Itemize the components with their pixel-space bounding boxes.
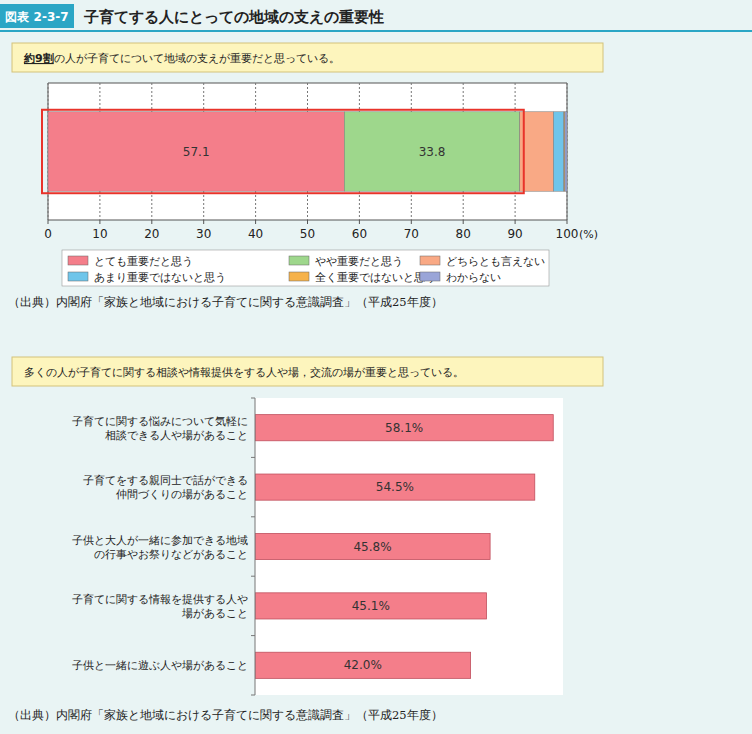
category-tick <box>251 635 255 636</box>
tick-mark <box>359 220 360 224</box>
data-label: 58.1% <box>385 421 423 435</box>
figure: 図表 2-3-7 子育てする人にとっての地域の支えの重要性約9割の人が子育てについ… <box>0 0 752 734</box>
category-axis <box>255 398 256 695</box>
tick-label: 30 <box>196 227 211 241</box>
header-title: 子育てする人にとっての地域の支えの重要性 <box>83 8 384 26</box>
tick-label: 80 <box>456 227 471 241</box>
legend-label: わからない <box>446 271 501 284</box>
subtitle: 約9割の人が子育てについて地域の支えが重要だと思っている。 <box>23 52 340 65</box>
data-label: 45.1% <box>352 599 390 613</box>
tick-mark <box>99 220 100 224</box>
data-label: 45.8% <box>353 540 391 554</box>
legend-swatch <box>68 256 88 265</box>
tick-mark <box>151 220 152 224</box>
tick-label: 90 <box>507 227 522 241</box>
bar <box>255 533 490 559</box>
legend-label: どちらとも言えない <box>446 255 545 268</box>
tick-mark <box>48 220 49 224</box>
tick-label: 10 <box>92 227 107 241</box>
legend-swatch <box>289 256 309 265</box>
data-label: 57.1 <box>183 145 210 159</box>
header-rule <box>0 30 752 32</box>
bar <box>255 652 471 678</box>
axis-label: (%) <box>579 228 598 241</box>
category-tick <box>251 398 255 399</box>
bar <box>255 593 487 619</box>
bar-segment <box>554 112 564 191</box>
highlight-frame <box>42 110 524 193</box>
legend-label: とても重要だと思う <box>94 255 193 268</box>
plot-area <box>48 83 567 220</box>
tick-mark <box>411 220 412 224</box>
tick-label: 60 <box>352 227 367 241</box>
tick-label: 20 <box>144 227 159 241</box>
category-label: 子育てに関する情報を提供する人や場があること <box>72 593 248 620</box>
tick-mark <box>203 220 204 224</box>
subtitle: 多くの人が子育てに関する相談や情報提供をする人や場，交流の場が重要と思っている。 <box>24 366 464 379</box>
source: （出典）内閣府「家族と地域における子育てに関する意識調査」（平成25年度） <box>8 708 443 722</box>
tick-mark <box>307 220 308 224</box>
tick-mark <box>255 220 256 224</box>
tick-mark <box>515 220 516 224</box>
legend-swatch <box>68 272 88 281</box>
tick-mark <box>567 220 568 224</box>
bar-segment <box>48 112 344 191</box>
header-badge <box>0 4 74 28</box>
source: （出典）内閣府「家族と地域における子育てに関する意識調査」（平成25年度） <box>8 295 443 309</box>
legend-label: やや重要だと思う <box>315 255 403 268</box>
tick-mark <box>463 220 464 224</box>
tick-label: 0 <box>44 227 52 241</box>
category-tick <box>251 695 255 696</box>
tick-label: 100 <box>556 227 579 241</box>
category-tick <box>251 516 255 517</box>
legend-swatch <box>420 256 440 265</box>
category-label: 子供と一緒に遊ぶ人や場があること <box>72 659 248 672</box>
category-label: 子供と大人が一緒に参加できる地域の行事やお祭りなどがあること <box>72 534 248 561</box>
category-label: 子育てをする親同士で話ができる仲間づくりの場があること <box>83 474 248 501</box>
subtitle-box <box>12 43 603 72</box>
marks <box>255 415 553 679</box>
tick-label: 40 <box>248 227 263 241</box>
subtitle-box <box>12 357 603 386</box>
legend-label: あまり重要ではないと思う <box>94 271 226 284</box>
data-label: 42.0% <box>344 658 382 672</box>
legend-label: 全く重要ではないと思う <box>315 271 436 284</box>
category-label: 子育てに関する悩みについて気軽に相談できる人や場があること <box>72 415 248 442</box>
marks <box>48 112 567 191</box>
legend-swatch <box>420 272 440 281</box>
legend-swatch <box>289 272 309 281</box>
tick-label: 50 <box>300 227 315 241</box>
header-label: 図表 2-3-7 <box>5 10 68 24</box>
bar-segment <box>565 112 567 191</box>
category-tick <box>251 457 255 458</box>
data-label: 33.8 <box>419 145 446 159</box>
legend-box <box>62 250 549 286</box>
bar-segment <box>520 112 554 191</box>
plot-area <box>255 398 563 695</box>
tick-label: 70 <box>404 227 419 241</box>
data-label: 54.5% <box>376 480 414 494</box>
bar <box>255 474 535 500</box>
category-tick <box>251 576 255 577</box>
bar <box>255 415 553 441</box>
bar-segment <box>344 112 519 191</box>
background <box>0 0 752 734</box>
